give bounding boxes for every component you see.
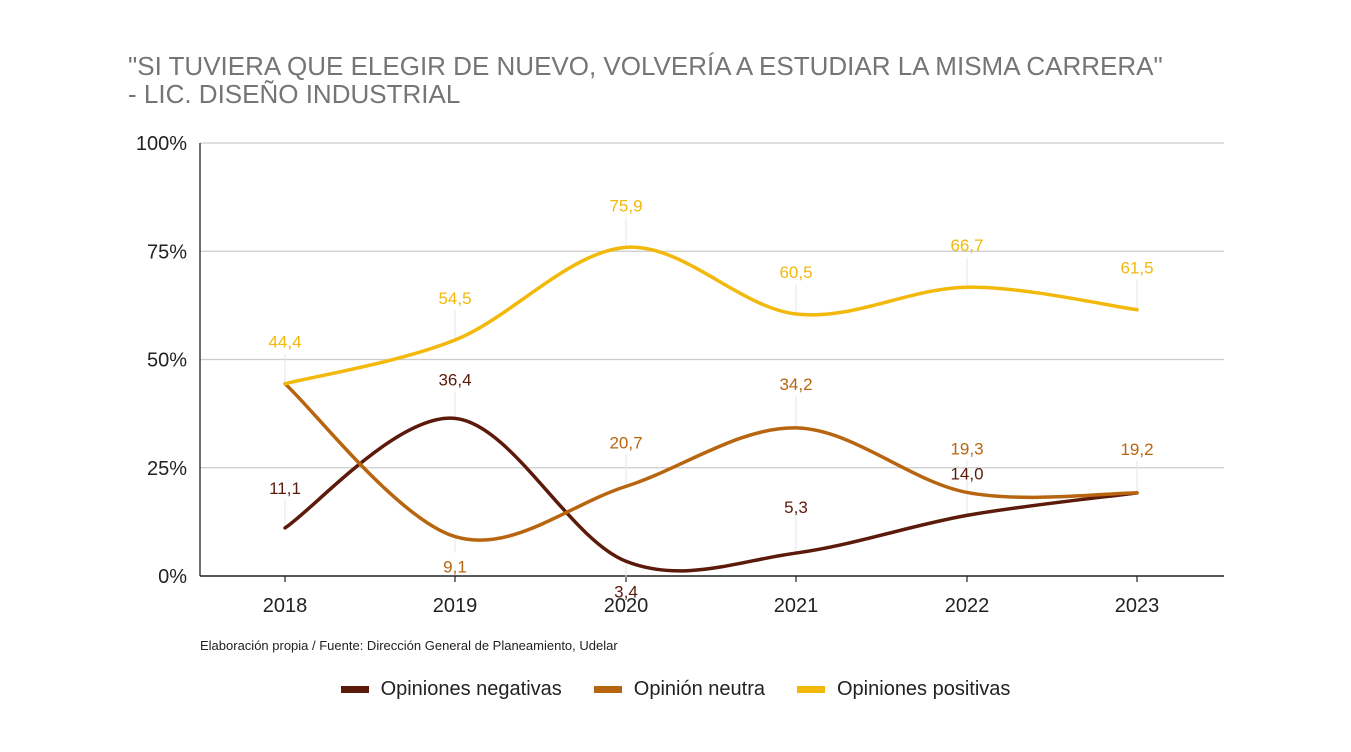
- x-tick-label: 2021: [774, 595, 819, 617]
- legend-item-neutra: Opinión neutra: [593, 678, 765, 701]
- data-label-neutra: 34,2: [779, 375, 812, 394]
- x-tick-label: 2023: [1115, 595, 1160, 617]
- x-tick-label: 2018: [263, 595, 308, 617]
- legend-swatch-neutra: [593, 686, 622, 693]
- x-tick-label: 2022: [945, 595, 990, 617]
- data-label-neutra: 20,7: [609, 433, 642, 452]
- data-label-neutra: 19,2: [1120, 440, 1153, 459]
- data-label-positivas: 54,5: [438, 289, 471, 308]
- data-label-positivas: 61,5: [1120, 259, 1153, 278]
- legend-swatch-negativas: [340, 686, 369, 693]
- y-tick-label: 25%: [147, 458, 187, 480]
- data-label-negativas: 14,0: [950, 464, 983, 483]
- chart-title: "SI TUVIERA QUE ELEGIR DE NUEVO, VOLVERÍ…: [128, 52, 1278, 108]
- series-line-negativas: [283, 416, 1139, 573]
- y-tick-label: 50%: [147, 350, 187, 372]
- data-label-negativas: 5,3: [784, 498, 808, 517]
- data-label-neutra: 9,1: [443, 558, 467, 577]
- x-tick-label: 2019: [433, 595, 478, 617]
- legend: Opiniones negativas Opinión neutra Opini…: [0, 678, 1351, 701]
- source-note: Elaboración propia / Fuente: Dirección G…: [200, 638, 618, 653]
- data-label-negativas: 36,4: [438, 370, 471, 389]
- y-tick-label: 0%: [158, 566, 187, 588]
- chart-title-line-2: - LIC. DISEÑO INDUSTRIAL: [128, 79, 461, 109]
- legend-swatch-positivas: [797, 686, 825, 693]
- legend-label-negativas: Opiniones negativas: [380, 678, 562, 700]
- data-label-positivas: 60,5: [779, 263, 812, 282]
- legend-item-negativas: Opiniones negativas: [340, 678, 562, 701]
- legend-item-positivas: Opiniones positivas: [797, 678, 1010, 701]
- data-label-neutra: 19,3: [950, 439, 983, 458]
- data-label-positivas: 44,4: [268, 333, 301, 352]
- data-label-positivas: 75,9: [609, 196, 642, 215]
- data-label-positivas: 66,7: [950, 236, 983, 255]
- data-label-negativas: 3,4: [614, 582, 638, 601]
- y-tick-label: 100%: [136, 133, 187, 155]
- legend-label-neutra: Opinión neutra: [633, 678, 765, 700]
- legend-label-positivas: Opiniones positivas: [837, 678, 1011, 700]
- data-label-negativas: 11,1: [269, 479, 301, 498]
- series-line-positivas: [283, 245, 1139, 386]
- y-tick-label: 75%: [147, 241, 187, 263]
- chart-title-line-1: "SI TUVIERA QUE ELEGIR DE NUEVO, VOLVERÍ…: [128, 51, 1163, 81]
- series-line-neutra: [283, 381, 1139, 542]
- x-tick-label: 2020: [604, 595, 649, 617]
